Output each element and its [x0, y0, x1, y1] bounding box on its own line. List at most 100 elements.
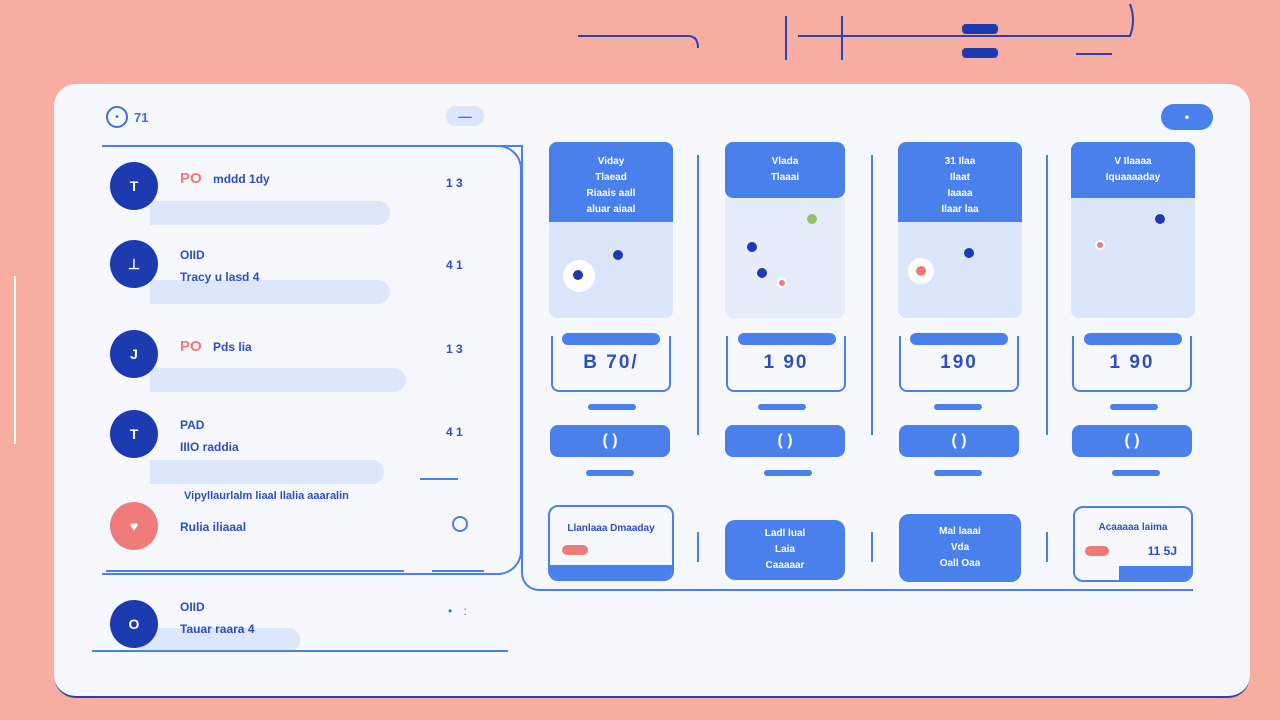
column-subtitle: Tlaaai	[770, 172, 800, 183]
column-action-button[interactable]: ( )	[550, 425, 670, 457]
value-display: 1 90	[1072, 336, 1192, 392]
column-action-button[interactable]: ( )	[725, 425, 845, 457]
avatar: O	[110, 600, 158, 648]
column-header[interactable]: Vlada Tlaaai	[725, 142, 845, 198]
list-item-bar	[150, 460, 384, 484]
list-item[interactable]: T PO mddd 1dy	[110, 162, 270, 210]
task-card[interactable]: Acaaaaa laima 11 5J	[1073, 506, 1193, 582]
item-count: 1 3	[446, 176, 463, 190]
list-item[interactable]: J PO Pds lia	[110, 330, 252, 378]
card-title: Ladl lual	[764, 528, 806, 539]
task-card[interactable]: Mal laaai Vda Oall Oaa	[899, 514, 1021, 582]
app-logo[interactable]: • 71	[106, 106, 148, 128]
list-item-bar	[150, 368, 406, 392]
drag-handle[interactable]	[764, 470, 812, 476]
action-button[interactable]: •	[1161, 104, 1213, 130]
marker-icon	[777, 278, 787, 288]
card-footer-bar	[1119, 566, 1191, 580]
card-title: Mal laaai	[939, 526, 981, 537]
column-header[interactable]: Viday Tlaead Riaais aall aluar aiaal	[549, 142, 673, 222]
column-title: Vlada	[771, 156, 799, 167]
marker-icon	[807, 214, 817, 224]
divider	[432, 570, 484, 572]
task-card[interactable]: Ladl lual Laia Caaaaar	[725, 520, 845, 580]
item-count: 1 3	[446, 342, 463, 356]
column-meta: Iaaaa	[947, 188, 973, 199]
avatar: T	[110, 410, 158, 458]
card-meta: 11 5J	[1147, 544, 1177, 558]
column-action-button[interactable]: ( )	[899, 425, 1019, 457]
minimize-button[interactable]: —	[446, 106, 484, 126]
column-header[interactable]: V Ilaaaa Iquaaaaday	[1071, 142, 1195, 198]
task-card[interactable]: Llanlaaa Dmaaday	[548, 505, 674, 581]
column-preview	[725, 198, 845, 318]
column-header[interactable]: 31 Ilaa Ilaat Iaaaa Ilaar laa	[898, 142, 1022, 222]
list-item[interactable]: ♥ Rulia iliaaal	[110, 502, 246, 550]
list-item-title: OIID	[180, 248, 205, 262]
column-title: Viday	[597, 156, 625, 167]
column-subtitle: Ilaat	[949, 172, 970, 183]
card-footer-bar	[550, 565, 672, 579]
drag-handle[interactable]	[1110, 404, 1158, 410]
radio-icon[interactable]	[452, 516, 468, 532]
marker-icon	[916, 266, 926, 276]
list-item-subtitle: Rulia iliaaal	[180, 520, 247, 534]
column-divider	[1046, 155, 1048, 435]
card-meta: Caaaaar	[765, 560, 805, 571]
column-action-button[interactable]: ( )	[1072, 425, 1192, 457]
list-item-text: PO mddd 1dy	[180, 170, 270, 187]
drag-handle[interactable]	[588, 404, 636, 410]
list-item-title: OIID	[180, 600, 205, 614]
card-title: Acaaaaa laima	[1098, 522, 1168, 533]
status-badge: PO	[180, 338, 202, 355]
card-subtitle: Laia	[774, 544, 795, 555]
list-item-bar	[140, 628, 300, 652]
drag-handle[interactable]	[934, 470, 982, 476]
status-pill	[562, 545, 588, 555]
column-divider	[871, 155, 873, 435]
list-item-subtitle: Tracy u lasd 4	[180, 270, 260, 284]
value-label-bar	[562, 333, 660, 345]
column-meta: Ilaar laa	[941, 204, 979, 215]
drag-handle[interactable]	[758, 404, 806, 410]
column-title: 31 Ilaa	[944, 156, 976, 167]
marker-icon	[747, 242, 757, 252]
board-column: 31 Ilaa Ilaat Iaaaa Ilaar laa	[898, 142, 1022, 318]
value-display: B 70/	[551, 336, 671, 392]
list-item-subtitle: IIIO raddia	[180, 440, 239, 454]
more-options-icon[interactable]: • :	[448, 604, 471, 618]
board-column: Vlada Tlaaai	[725, 142, 845, 318]
drag-handle[interactable]	[1112, 470, 1160, 476]
marker-icon	[964, 248, 974, 258]
list-item[interactable]: T PAD IIIO raddia	[110, 410, 239, 458]
value-label-bar	[738, 333, 836, 345]
marker-icon	[1155, 214, 1165, 224]
status-pill	[1085, 546, 1109, 556]
marker-icon	[573, 270, 583, 280]
list-item-title: mddd 1dy	[213, 172, 270, 186]
list-item-subtitle: Tauar raara 4	[180, 622, 255, 636]
list-item-banner: Vipyllaurlalm liaal Ilalia aaaralin	[184, 490, 349, 502]
board-column: V Ilaaaa Iquaaaaday	[1071, 142, 1195, 318]
item-count: 4 1	[446, 258, 463, 272]
column-meta: aluar aiaal	[586, 204, 636, 215]
list-item-text: PO Pds lia	[180, 338, 252, 355]
divider	[420, 478, 458, 480]
divider	[106, 570, 404, 572]
drag-handle[interactable]	[934, 404, 982, 410]
marker-icon	[1095, 240, 1105, 250]
decorative-strip	[14, 276, 16, 444]
drag-handle[interactable]	[586, 470, 634, 476]
list-top-border	[102, 145, 522, 147]
column-divider	[697, 155, 699, 435]
column-subtitle: Tlaead	[595, 172, 627, 183]
avatar: ⊥	[110, 240, 158, 288]
column-meta: Riaais aall	[586, 188, 636, 199]
circle-logo-icon: •	[106, 106, 128, 128]
list-item-text: OIID Tracy u lasd 4	[180, 248, 259, 284]
logo-text: 71	[134, 109, 149, 125]
list-item[interactable]: ⊥ OIID Tracy u lasd 4	[110, 240, 259, 288]
list-item[interactable]: O OIID Tauar raara 4	[110, 600, 255, 648]
list-item-text: PAD IIIO raddia	[180, 418, 239, 454]
list-item-text: OIID Tauar raara 4	[180, 600, 255, 636]
